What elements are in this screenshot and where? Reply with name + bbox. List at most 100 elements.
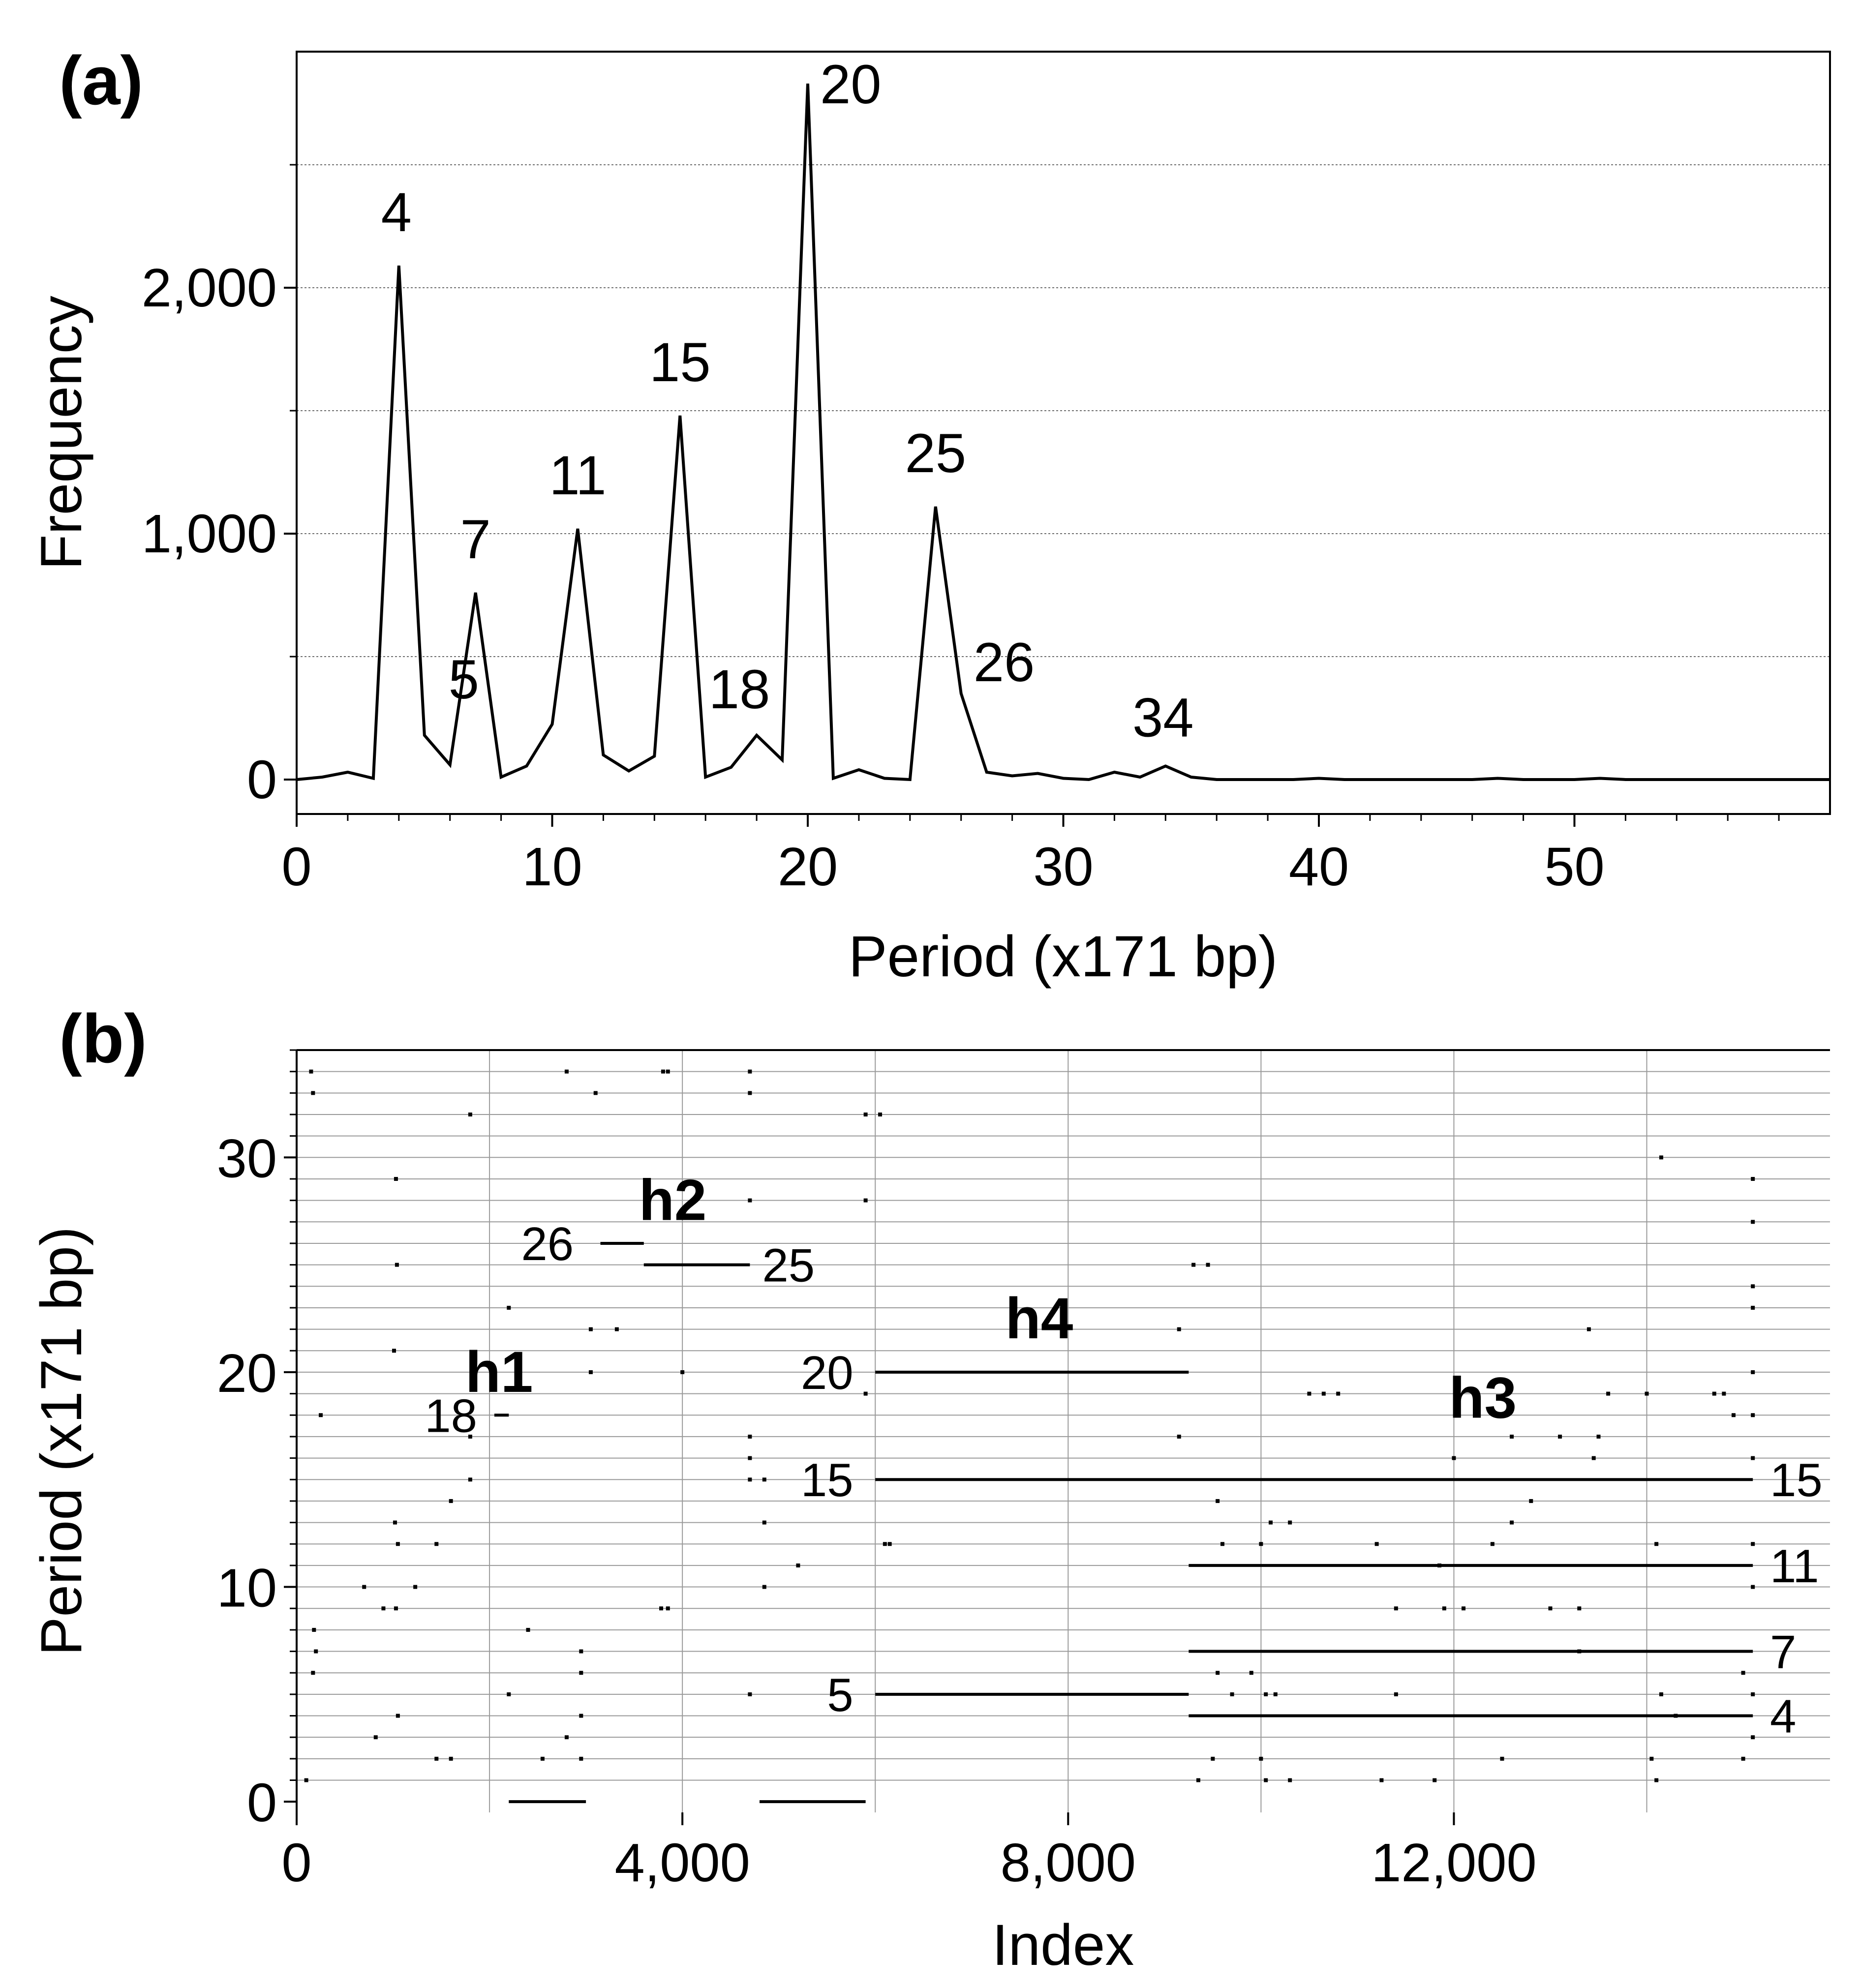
panel-b-row-labels: 26 25 18 20 15 5 15 11 7 4	[425, 1218, 1822, 1743]
scatter-point	[304, 1778, 308, 1782]
x-tick-label: 0	[281, 1833, 311, 1893]
scatter-point	[762, 1477, 766, 1482]
scatter-point	[1586, 1327, 1591, 1331]
scatter-point	[1510, 1520, 1514, 1525]
scatter-point	[393, 1520, 397, 1525]
scatter-point	[1177, 1434, 1181, 1439]
peak-label: 7	[460, 509, 491, 570]
panel-a-y-axis-title: Frequency	[29, 296, 94, 570]
scatter-point	[883, 1542, 887, 1546]
scatter-point	[863, 1112, 868, 1116]
scatter-point	[1751, 1176, 1755, 1181]
scatter-point	[1259, 1542, 1263, 1546]
scatter-point	[1649, 1756, 1654, 1761]
scatter-point	[1288, 1778, 1292, 1782]
scatter-point	[748, 1477, 752, 1482]
scatter-point	[1577, 1606, 1582, 1611]
scatter-point	[1206, 1263, 1210, 1267]
y-tick-label: 2,000	[142, 258, 277, 318]
scatter-point	[1751, 1284, 1755, 1289]
row-label: 15	[801, 1454, 854, 1506]
scatter-point	[1751, 1370, 1755, 1374]
row-label: 4	[1770, 1690, 1796, 1743]
panel-b-scatter-chart: (b) 0 4,000 8,000 12,000 0 10 20 30 26 25 18 20 15 5…	[29, 1000, 1830, 1978]
row-label: 18	[425, 1389, 477, 1442]
scatter-point	[1751, 1305, 1755, 1310]
scatter-point	[311, 1091, 315, 1095]
scatter-point	[762, 1585, 766, 1589]
scatter-point	[863, 1198, 868, 1203]
scatter-point	[1741, 1756, 1745, 1761]
scatter-point	[1558, 1434, 1562, 1439]
panel-a-peak-labels: 4 5 7 11 15 18 20 25 26 34	[381, 54, 1194, 749]
scatter-point	[1216, 1671, 1220, 1675]
frequency-series-line	[296, 83, 1830, 782]
y-tick-label: 20	[217, 1343, 277, 1404]
scatter-point	[1191, 1263, 1196, 1267]
scatter-point	[468, 1477, 472, 1482]
scatter-point	[1220, 1542, 1224, 1546]
scatter-point	[863, 1391, 868, 1396]
panel-b-label: (b)	[59, 1000, 147, 1077]
scatter-point	[1741, 1671, 1745, 1675]
scatter-point	[1452, 1456, 1456, 1460]
scatter-point	[396, 1542, 400, 1546]
scatter-point	[396, 1714, 400, 1718]
scatter-point	[1216, 1499, 1220, 1503]
scatter-point	[309, 1069, 313, 1074]
scatter-point	[434, 1756, 439, 1761]
scatter-point	[394, 1176, 398, 1181]
y-tick-label: 0	[247, 750, 277, 810]
panel-b-y-axis-title: Period (x171 bp)	[29, 1227, 94, 1656]
scatter-point	[1654, 1542, 1659, 1546]
row-label: 5	[827, 1669, 853, 1721]
peak-label: 18	[709, 659, 770, 720]
peak-label: 34	[1132, 687, 1194, 749]
scatter-point	[434, 1542, 439, 1546]
peak-label: 5	[449, 649, 479, 710]
scatter-point	[1177, 1327, 1181, 1331]
y-tick-label: 10	[217, 1558, 277, 1619]
row-label: 25	[762, 1239, 815, 1292]
peak-label: 15	[649, 331, 711, 393]
panel-b-region-labels: h1 h2 h4 h3	[465, 1168, 1517, 1431]
scatter-point	[1462, 1606, 1466, 1611]
scatter-point	[680, 1370, 685, 1374]
row-label: 20	[801, 1347, 854, 1399]
scatter-point	[362, 1585, 366, 1589]
row-label: 15	[1770, 1454, 1823, 1506]
scatter-point	[1264, 1778, 1268, 1782]
scatter-point	[312, 1627, 316, 1632]
haplotype-label: h1	[465, 1340, 533, 1405]
scatter-point	[319, 1413, 323, 1417]
scatter-point	[579, 1649, 583, 1654]
scatter-point	[1211, 1756, 1215, 1761]
row-label: 7	[1770, 1626, 1796, 1679]
scatter-point	[659, 1606, 664, 1611]
scatter-point	[878, 1112, 883, 1116]
scatter-point	[1273, 1692, 1278, 1696]
haplotype-label: h3	[1449, 1365, 1517, 1430]
scatter-point	[579, 1714, 583, 1718]
scatter-point	[449, 1499, 453, 1503]
x-tick-label: 4,000	[615, 1833, 750, 1893]
scatter-point	[540, 1756, 545, 1761]
scatter-point	[614, 1327, 619, 1331]
scatter-point	[1394, 1606, 1398, 1611]
scatter-point	[1731, 1413, 1736, 1417]
scatter-point	[1606, 1391, 1611, 1396]
scatter-point	[1321, 1391, 1326, 1396]
x-tick-label: 8,000	[1001, 1833, 1136, 1893]
scatter-point	[413, 1585, 418, 1589]
scatter-point	[373, 1735, 378, 1740]
peak-label: 11	[549, 445, 606, 506]
row-label: 11	[1770, 1540, 1819, 1593]
scatter-point	[468, 1434, 472, 1439]
panel-b-segments	[494, 1241, 1753, 1804]
scatter-point	[1654, 1778, 1659, 1782]
peak-label: 26	[974, 632, 1035, 693]
x-tick-label: 10	[522, 837, 582, 897]
scatter-point	[579, 1756, 583, 1761]
